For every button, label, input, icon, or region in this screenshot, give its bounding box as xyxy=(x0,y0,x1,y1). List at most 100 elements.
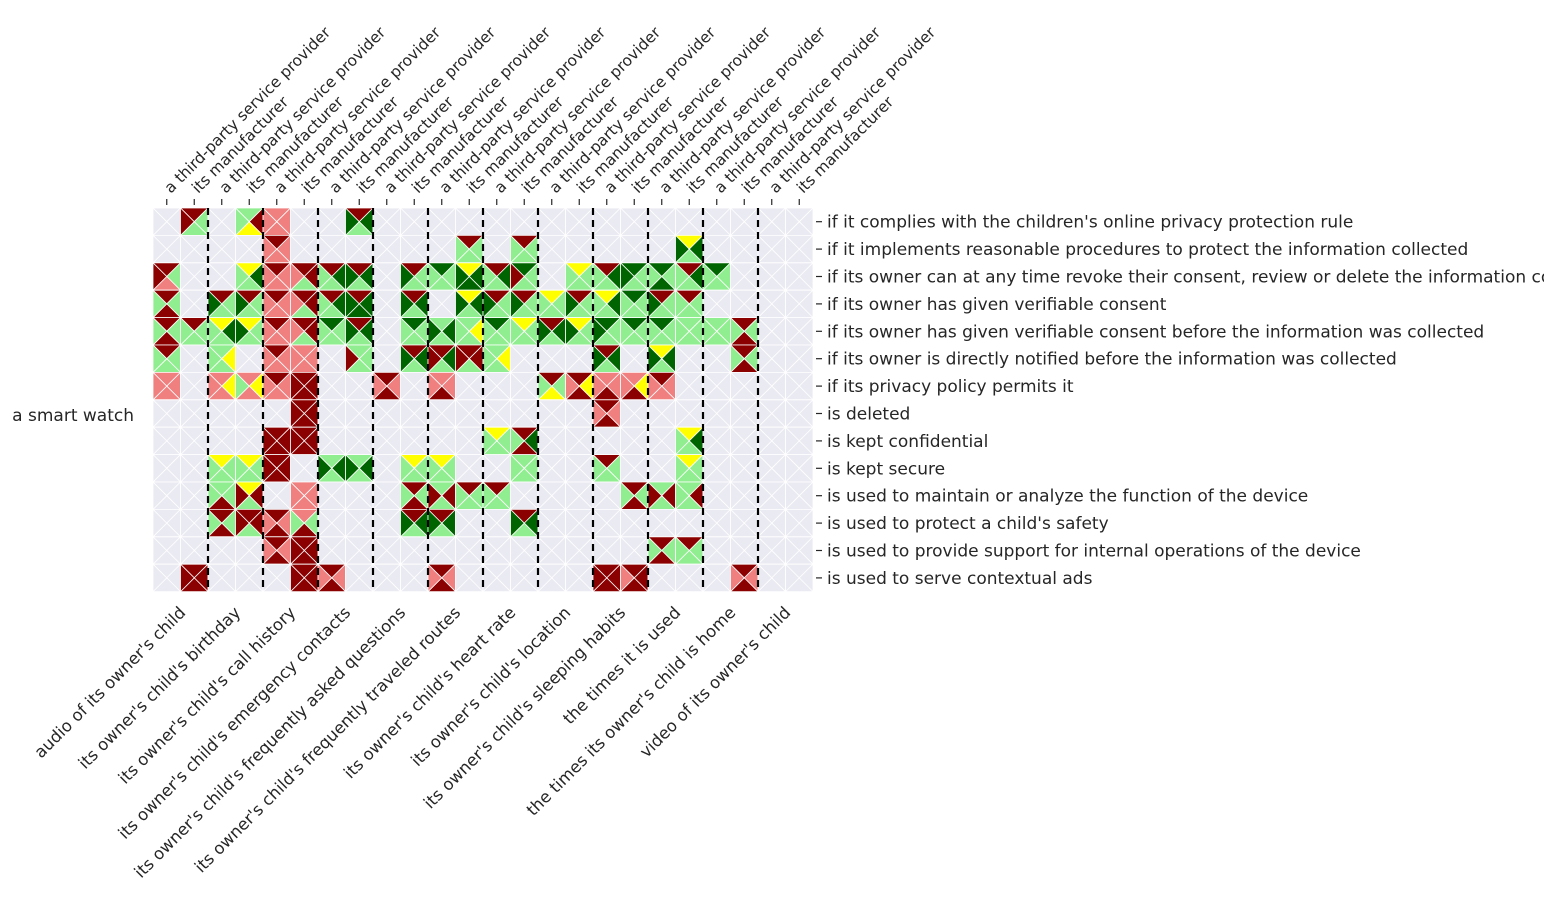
cell xyxy=(537,289,567,319)
cell xyxy=(592,453,622,483)
cell-left-triangle xyxy=(317,261,333,292)
cell-left-triangle xyxy=(675,234,690,264)
cell xyxy=(757,481,787,511)
cell xyxy=(592,289,622,319)
cell xyxy=(482,316,512,346)
cell-left-triangle xyxy=(427,563,443,593)
cell-left-triangle xyxy=(262,481,278,511)
cell xyxy=(509,207,539,237)
cell xyxy=(427,481,457,511)
cell xyxy=(372,344,402,374)
cell xyxy=(647,234,677,264)
cell xyxy=(454,316,484,346)
cell xyxy=(784,453,814,483)
cell xyxy=(289,481,319,511)
cell-left-triangle xyxy=(400,453,415,483)
cell-left-triangle xyxy=(290,398,305,429)
cell xyxy=(619,508,649,538)
cell-left-triangle xyxy=(620,344,635,374)
cell-left-triangle xyxy=(317,563,333,593)
cell xyxy=(179,426,209,456)
cell-left-triangle xyxy=(785,261,800,292)
cell-left-triangle xyxy=(152,316,168,346)
cell-left-triangle xyxy=(702,371,718,401)
cell xyxy=(179,207,209,237)
cell xyxy=(344,344,374,374)
cell xyxy=(509,261,539,292)
cell-left-triangle xyxy=(620,426,635,456)
cell-left-triangle xyxy=(702,261,718,292)
cell-left-triangle xyxy=(235,426,250,456)
cell xyxy=(647,481,677,511)
cell xyxy=(262,398,292,429)
cell xyxy=(757,289,787,319)
cell xyxy=(179,481,209,511)
cell-left-triangle xyxy=(345,289,360,319)
cell-left-triangle xyxy=(400,371,415,401)
cell xyxy=(674,481,704,511)
cell-left-triangle xyxy=(620,535,635,566)
cell-left-triangle xyxy=(675,398,690,429)
cell xyxy=(537,398,567,429)
cell xyxy=(537,261,567,292)
cell xyxy=(482,508,512,538)
cell xyxy=(289,426,319,456)
cell xyxy=(592,508,622,538)
cell xyxy=(674,398,704,429)
cell-left-triangle xyxy=(455,508,470,538)
cell xyxy=(262,316,292,346)
cell xyxy=(784,344,814,374)
cell-left-triangle xyxy=(675,261,690,292)
cell xyxy=(427,234,457,264)
cell xyxy=(729,535,759,566)
cell-left-triangle xyxy=(482,563,498,593)
cell xyxy=(372,563,402,593)
cell-left-triangle xyxy=(207,261,223,292)
cell xyxy=(207,426,237,456)
cell xyxy=(262,563,292,593)
cell xyxy=(592,398,622,429)
cell-left-triangle xyxy=(675,289,690,319)
cell xyxy=(702,453,732,483)
cell-left-triangle xyxy=(675,344,690,374)
cell xyxy=(757,316,787,346)
cell xyxy=(289,371,319,401)
cell-left-triangle xyxy=(290,261,305,292)
cell-left-triangle xyxy=(565,481,580,511)
cell xyxy=(674,426,704,456)
cell-left-triangle xyxy=(675,453,690,483)
cell-left-triangle xyxy=(372,371,388,401)
cell xyxy=(482,371,512,401)
cell-left-triangle xyxy=(455,563,470,593)
cell-left-triangle xyxy=(565,398,580,429)
cell xyxy=(207,207,237,237)
cell xyxy=(757,453,787,483)
cell xyxy=(619,426,649,456)
cell-left-triangle xyxy=(565,207,580,237)
row-label: is used to protect a child's safety xyxy=(827,514,1109,534)
cell xyxy=(152,481,182,511)
cell-left-triangle xyxy=(152,398,168,429)
cell-left-triangle xyxy=(345,316,360,346)
cell xyxy=(592,371,622,401)
cell-left-triangle xyxy=(290,563,305,593)
cell xyxy=(757,344,787,374)
cell xyxy=(179,453,209,483)
cell-left-triangle xyxy=(235,371,250,401)
cell-left-triangle xyxy=(262,289,278,319)
cell xyxy=(784,426,814,456)
cell xyxy=(784,481,814,511)
cell xyxy=(152,344,182,374)
cell xyxy=(152,426,182,456)
cell xyxy=(537,234,567,264)
cell xyxy=(234,535,264,566)
cell xyxy=(454,426,484,456)
cell-left-triangle xyxy=(620,563,635,593)
cell xyxy=(289,207,319,237)
cell-left-triangle xyxy=(565,261,580,292)
cell xyxy=(152,508,182,538)
cell xyxy=(619,481,649,511)
cell xyxy=(399,398,429,429)
